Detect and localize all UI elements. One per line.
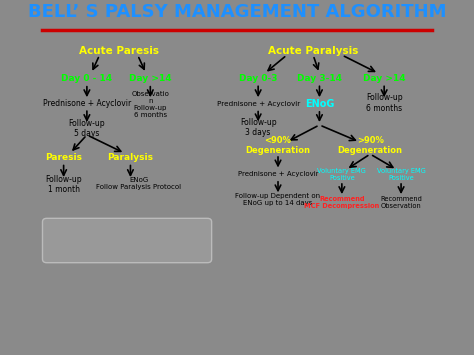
Text: Prednisone = 80 mg qd X 10 days: Prednisone = 80 mg qd X 10 days: [62, 227, 192, 236]
Text: Prednisone + Acyclovir: Prednisone + Acyclovir: [217, 101, 300, 106]
Text: Valcyclovir = 500 mg tid X 10 days: Valcyclovir = 500 mg tid X 10 days: [60, 240, 194, 249]
Text: Day >14: Day >14: [129, 74, 172, 83]
Text: Day 0 - 14: Day 0 - 14: [61, 74, 112, 83]
Text: Prednisone + Acyclovir: Prednisone + Acyclovir: [43, 99, 131, 108]
Text: Paresis: Paresis: [45, 153, 82, 162]
Text: Prednisone + Acyclovir: Prednisone + Acyclovir: [237, 171, 319, 177]
Text: >90%
Degeneration: >90% Degeneration: [337, 136, 403, 155]
Text: Follow-up
6 months: Follow-up 6 months: [366, 93, 402, 113]
Text: BELL’ S PALSY MANAGEMENT ALGORITHM: BELL’ S PALSY MANAGEMENT ALGORITHM: [28, 4, 446, 21]
Text: Recommend
MCF Decompression: Recommend MCF Decompression: [304, 196, 380, 209]
Text: <90%
Degeneration: <90% Degeneration: [246, 136, 310, 155]
Text: Recommend
Observation: Recommend Observation: [380, 196, 422, 209]
Text: Day 0-3: Day 0-3: [239, 73, 277, 83]
Text: Follow-up
5 days: Follow-up 5 days: [69, 119, 105, 138]
Text: Day >14: Day >14: [363, 73, 405, 83]
Text: Follow-up
3 days: Follow-up 3 days: [240, 118, 276, 137]
Text: Acute Paresis: Acute Paresis: [79, 47, 159, 56]
Text: Follow-up Dependent on
ENoG up to 14 days: Follow-up Dependent on ENoG up to 14 day…: [236, 193, 320, 206]
Text: ENoG: ENoG: [305, 99, 334, 109]
Text: Day 3-14: Day 3-14: [297, 73, 342, 83]
Text: ENoG
Follow Paralysis Protocol: ENoG Follow Paralysis Protocol: [96, 178, 182, 190]
Text: Voluntary EMG
Positive: Voluntary EMG Positive: [318, 168, 366, 181]
Text: Acute Paralysis: Acute Paralysis: [268, 47, 358, 56]
FancyBboxPatch shape: [43, 218, 211, 263]
Text: Observatio
n
Follow-up
6 months: Observatio n Follow-up 6 months: [131, 91, 169, 118]
Text: Voluntary EMG
Positive: Voluntary EMG Positive: [377, 168, 426, 181]
Text: Follow-up
1 month: Follow-up 1 month: [46, 175, 82, 194]
Text: Paralysis: Paralysis: [108, 153, 154, 162]
